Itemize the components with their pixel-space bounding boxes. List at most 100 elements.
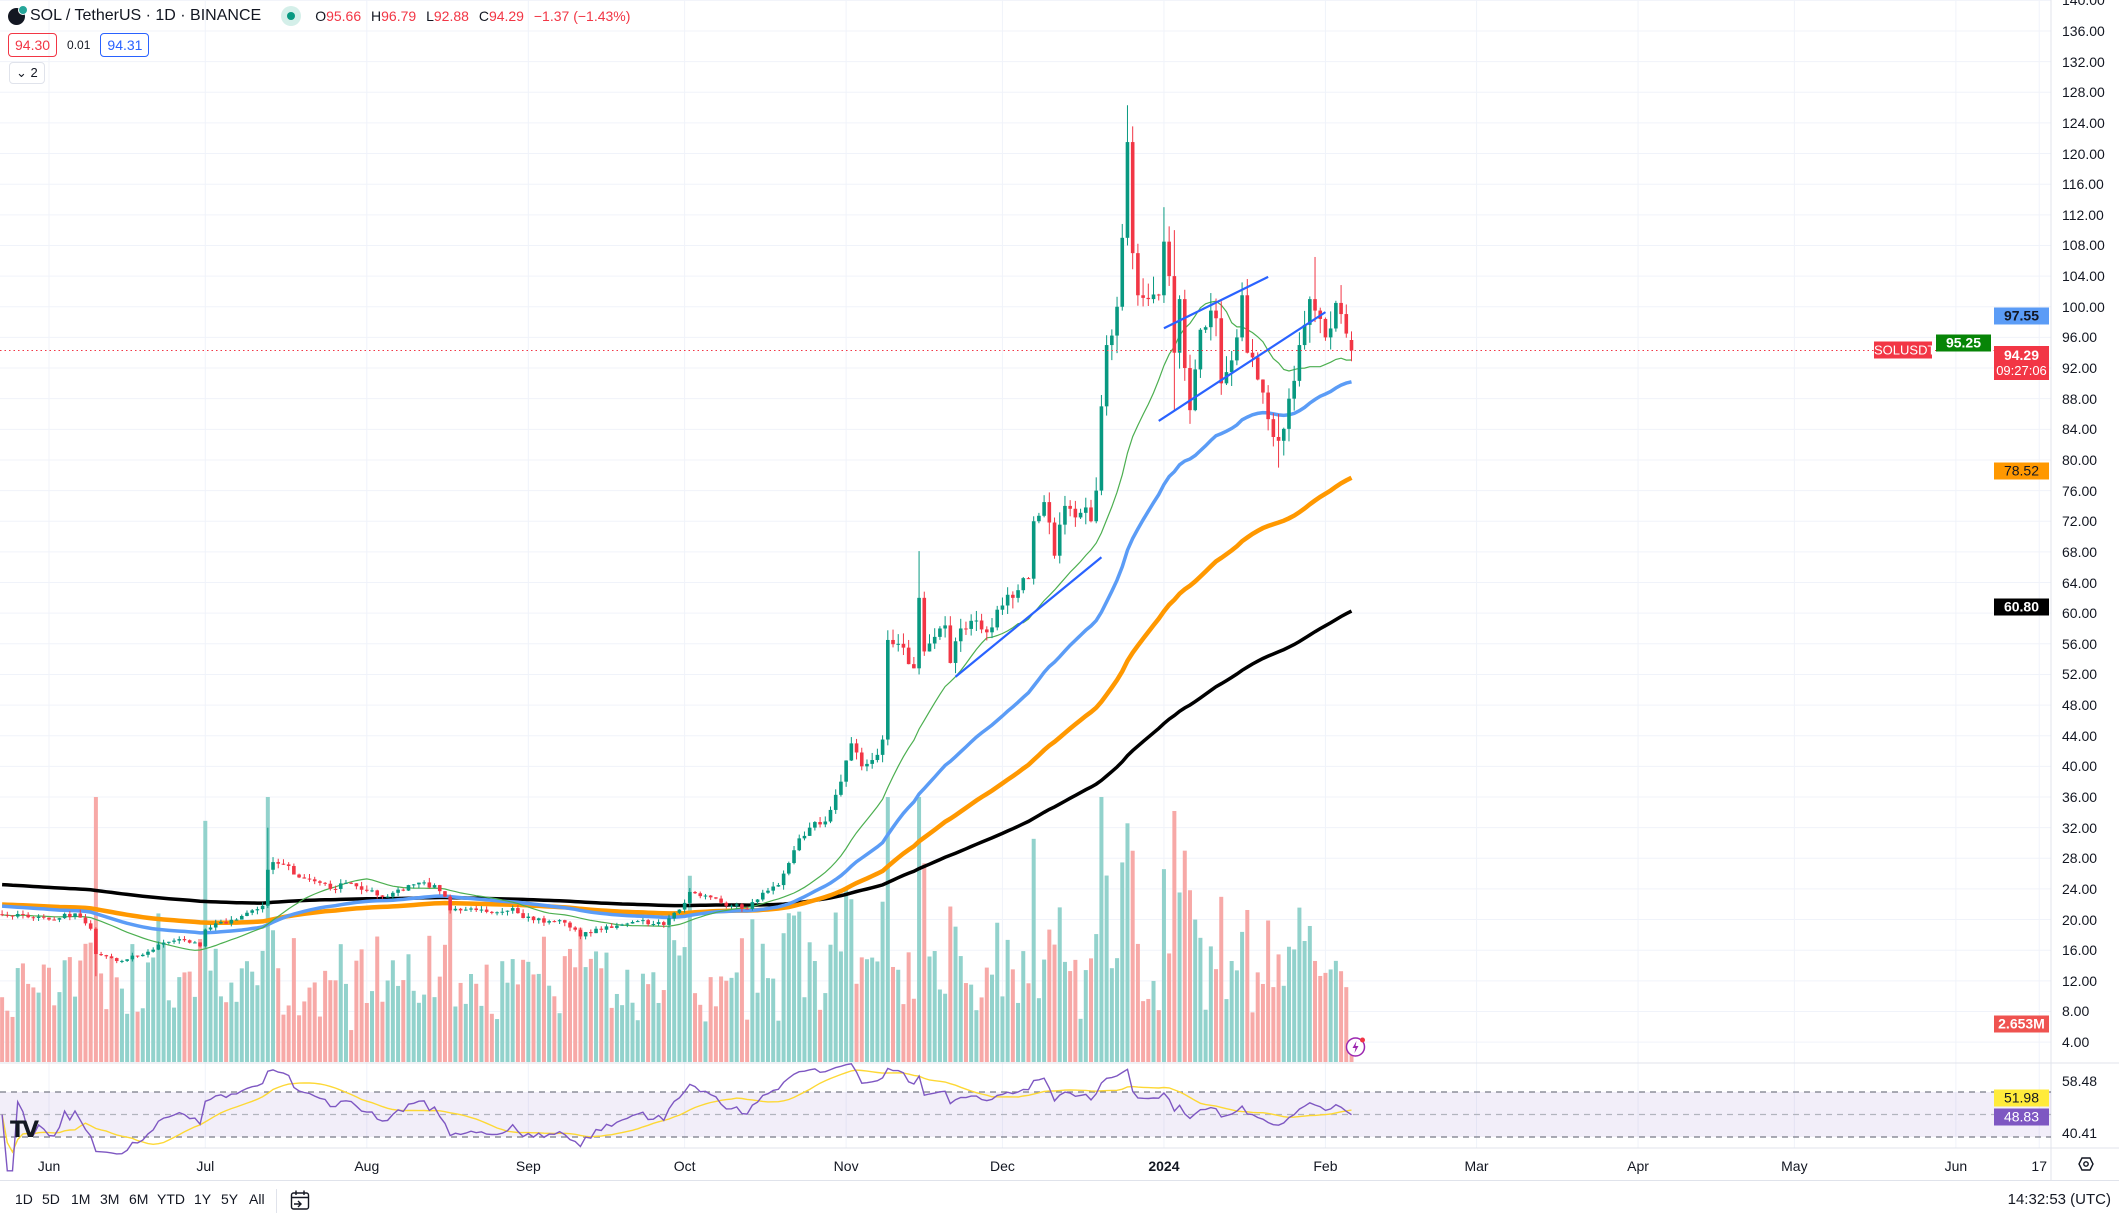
volume-bar	[130, 944, 135, 1062]
candle-body	[1281, 428, 1286, 441]
range-1y[interactable]: 1Y	[194, 1191, 212, 1207]
candle-body	[94, 928, 98, 955]
volume-bar	[541, 936, 546, 1062]
range-3m[interactable]: 3M	[100, 1191, 120, 1207]
candle-body	[1313, 299, 1317, 311]
volume-bar	[47, 967, 51, 1062]
candle-body	[83, 917, 88, 924]
range-5y[interactable]: 5Y	[221, 1191, 239, 1207]
volume-bar	[1021, 951, 1026, 1062]
volume-bar	[609, 1007, 614, 1062]
volume-bar	[396, 985, 401, 1062]
volume-bar	[1172, 810, 1177, 1062]
candle-body	[1156, 294, 1161, 296]
range-6m[interactable]: 6M	[129, 1191, 149, 1207]
volume-bar	[734, 972, 739, 1062]
candle-body	[536, 918, 541, 921]
goto-date-calendar-icon[interactable]	[290, 1189, 310, 1216]
volume-bar	[312, 982, 317, 1062]
volume-bar	[901, 1004, 906, 1062]
candle-body	[490, 911, 494, 913]
candle-body	[807, 827, 812, 836]
volume-bar	[1229, 961, 1234, 1062]
volume-bar	[505, 982, 510, 1062]
rsi-tick-upper: 58.48	[2062, 1073, 2098, 1089]
volume-bar	[896, 969, 901, 1062]
volume-bar	[109, 957, 114, 1062]
volume-bar	[984, 967, 989, 1062]
buy-button[interactable]: 94.31	[100, 33, 150, 57]
chart-canvas[interactable]	[0, 0, 2119, 1180]
volume-bar	[166, 1000, 171, 1062]
range-1d[interactable]: 1D	[15, 1191, 33, 1207]
sell-button[interactable]: 94.30	[8, 33, 58, 57]
candle-body	[302, 877, 307, 879]
time-tick-label: Aug	[354, 1158, 380, 1174]
market-open-icon[interactable]	[281, 6, 302, 26]
range-5d[interactable]: 5D	[42, 1191, 60, 1207]
volume-bar	[614, 993, 619, 1062]
candle-body	[1240, 295, 1244, 338]
volume-bar	[536, 973, 541, 1062]
candle-body	[859, 752, 864, 767]
volume-bar	[1078, 1018, 1083, 1062]
price-tick-label: 68.00	[2062, 543, 2098, 560]
utc-clock[interactable]: 14:32:53 (UTC)	[2007, 1191, 2111, 1208]
symbol-title[interactable]: SOL / TetherUS · 1D · BINANCE	[30, 7, 262, 24]
range-all[interactable]: All	[249, 1191, 265, 1207]
candle-body	[344, 882, 348, 884]
indicators-collapse-button[interactable]: ⌄ 2	[9, 62, 45, 84]
candle-body	[1292, 380, 1296, 399]
chevron-down-icon: ⌄	[16, 65, 31, 80]
volume-bar	[625, 969, 630, 1062]
volume-bar	[1052, 944, 1057, 1062]
volume-bar	[1255, 972, 1260, 1062]
time-tick-label: Dec	[989, 1158, 1015, 1174]
volume-bar	[469, 974, 474, 1062]
volume-bar	[307, 987, 312, 1062]
tradingview-logo[interactable]: TV	[10, 1118, 39, 1143]
candle-body	[146, 951, 150, 955]
volume-bar	[1083, 970, 1088, 1062]
time-tick-label: Apr	[1627, 1158, 1649, 1174]
solana-logo-icon	[8, 4, 28, 25]
candle-body	[271, 862, 275, 870]
volume-bar	[349, 1030, 354, 1062]
volume-bar	[1333, 960, 1338, 1062]
price-tick-label: 44.00	[2062, 727, 2098, 744]
volume-bar	[771, 978, 776, 1062]
candle-body	[1214, 310, 1218, 319]
ma-50-line	[1, 380, 1352, 935]
candle-body	[787, 863, 791, 874]
candle-body	[484, 909, 489, 912]
volume-bar	[229, 982, 234, 1062]
close-key: C	[478, 8, 489, 24]
candle-body	[776, 885, 781, 887]
candle-body	[656, 922, 661, 925]
volume-bar	[1146, 998, 1151, 1062]
candle-body	[521, 913, 525, 919]
range-1m[interactable]: 1M	[71, 1191, 91, 1207]
candle-body	[1229, 360, 1234, 373]
volume-bar	[812, 961, 817, 1062]
price-tick-label: 80.00	[2062, 451, 2098, 468]
candle-body	[359, 886, 364, 890]
ma-black-badge: 60.80	[1994, 598, 2049, 616]
volume-bar	[1203, 1009, 1208, 1062]
volume-bar	[281, 1014, 286, 1062]
candle-body	[260, 905, 265, 910]
candle-body	[479, 909, 484, 911]
candle-body	[464, 909, 468, 911]
volume-bar	[265, 797, 270, 1062]
volume-bar	[297, 1015, 302, 1062]
indicator-count: 2	[30, 65, 38, 80]
candle-body	[625, 923, 630, 925]
range-ytd[interactable]: YTD	[157, 1191, 185, 1207]
candle-body	[797, 838, 802, 851]
axis-settings-icon[interactable]	[2078, 1157, 2094, 1171]
volume-bar	[78, 960, 83, 1062]
volume-bar	[1260, 983, 1265, 1062]
candle-body	[1057, 524, 1062, 556]
candle-body	[338, 883, 343, 889]
volume-bar	[88, 942, 93, 1062]
